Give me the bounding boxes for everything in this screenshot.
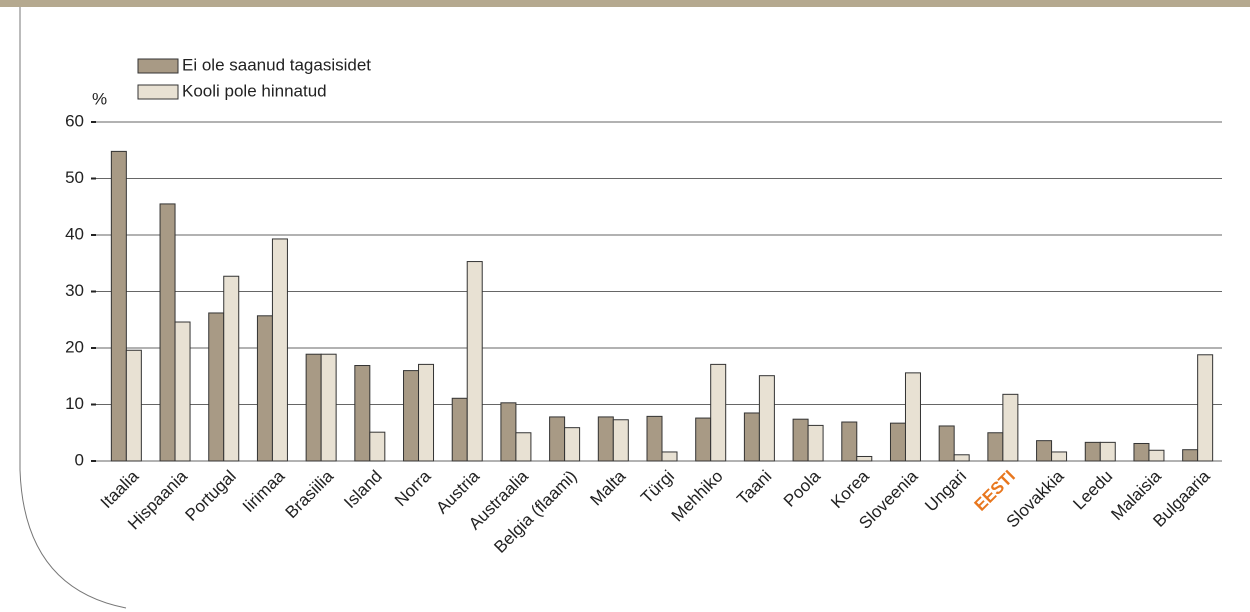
x-tick-label: Malta [586, 466, 629, 509]
bar [856, 455, 873, 462]
legend-label: Ei ole saanud tagasisidet [182, 55, 371, 74]
bar [1051, 451, 1068, 462]
bar [1133, 442, 1150, 462]
bar [1197, 354, 1214, 462]
y-tick-label: 60 [65, 111, 84, 130]
bar [174, 321, 191, 462]
bar [1148, 449, 1165, 462]
y-tick-label: 30 [65, 281, 84, 300]
bar [953, 454, 970, 462]
bar [597, 416, 614, 462]
bar [889, 422, 906, 462]
bar [515, 432, 532, 462]
legend-swatch [137, 84, 179, 100]
bar [354, 365, 371, 462]
bar [1099, 441, 1116, 462]
x-tick-label: Mehhiko [668, 467, 727, 526]
x-tick-label: Ungari [921, 467, 970, 516]
x-tick-label: Korea [827, 466, 873, 512]
bar [743, 412, 760, 462]
bar [320, 353, 337, 462]
bar [612, 419, 629, 462]
bar [418, 363, 435, 462]
x-tick-label: Taani [733, 467, 775, 509]
bar [305, 353, 322, 462]
bar [125, 349, 142, 462]
bar [710, 363, 727, 462]
bar [792, 418, 809, 462]
legend-label: Kooli pole hinnatud [182, 81, 327, 100]
x-tick-label: EESTI [971, 467, 1019, 515]
x-tick-label: Island [340, 467, 386, 513]
bar [369, 431, 386, 462]
bar [271, 238, 288, 462]
bar [807, 424, 824, 462]
legend-swatch [137, 58, 179, 74]
bar [451, 397, 468, 462]
y-tick-label: 40 [65, 224, 84, 243]
bar [223, 275, 240, 462]
x-tick-label: Itaalia [97, 466, 143, 512]
y-axis-label: % [92, 89, 107, 108]
bar [564, 427, 581, 462]
bar [695, 417, 712, 462]
bar [938, 425, 955, 462]
bar [646, 415, 663, 462]
bar [466, 261, 483, 462]
y-tick-label: 20 [65, 337, 84, 356]
bar [549, 416, 566, 462]
y-tick-label: 0 [75, 450, 84, 469]
x-tick-label: Portugal [182, 467, 240, 525]
bar [841, 421, 858, 462]
y-tick-label: 50 [65, 168, 84, 187]
top-band [0, 0, 1250, 7]
y-tick-label: 10 [65, 394, 84, 413]
bar [904, 372, 921, 462]
x-tick-label: Türgi [637, 467, 678, 508]
bar [208, 312, 225, 462]
bar [1182, 449, 1199, 462]
bar [1084, 441, 1101, 462]
bar [661, 451, 678, 462]
x-tick-label: Brasiilia [282, 466, 338, 522]
x-tick-label: Norra [391, 466, 435, 510]
bar [758, 375, 775, 462]
bar [987, 432, 1004, 462]
x-tick-label: Leedu [1069, 467, 1116, 514]
bar [110, 150, 127, 462]
bar [256, 315, 273, 462]
x-tick-label: Poola [780, 466, 825, 511]
bar [1036, 440, 1053, 462]
bar [403, 370, 420, 462]
frame-curve [19, 7, 127, 609]
bar [500, 402, 517, 462]
bar [159, 203, 176, 462]
bar [1002, 393, 1019, 462]
